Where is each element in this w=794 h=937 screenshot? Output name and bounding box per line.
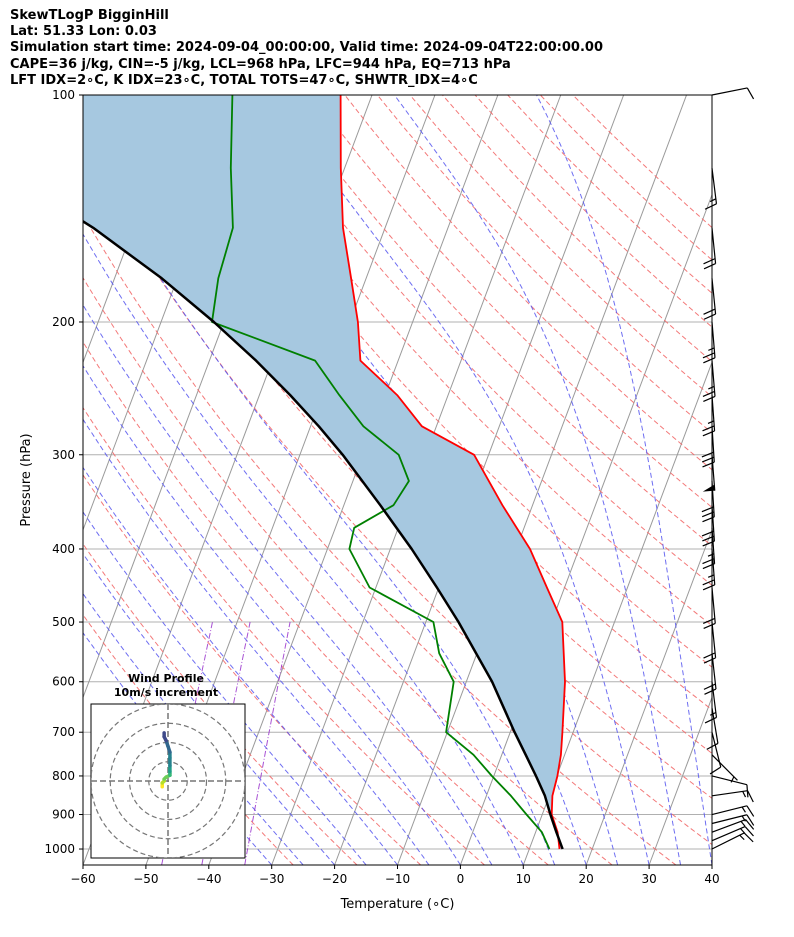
y-tick-label: 900 [52,808,75,822]
wind-barb [702,454,716,492]
indices-line-2: LFT IDX=2∘C, K IDX=23∘C, TOTAL TOTS=47∘C… [10,73,478,88]
x-tick-label: −30 [259,872,284,886]
x-tick-label: −50 [133,872,158,886]
dry-adiabat-line [83,276,613,865]
dry-adiabat-line [148,95,712,711]
x-tick-label: −10 [385,872,410,886]
isotherm-line [397,95,688,865]
wind-barb [703,278,717,320]
wind-barb [703,653,717,695]
moist-adiabat-line [393,95,681,865]
moist-adiabat-line [83,592,304,865]
moist-adiabat-line [271,95,650,865]
wind-barb [711,775,749,798]
wind-barb [711,832,754,850]
wind-barb [711,825,754,842]
indices-line-1: CAPE=36 j/kg, CIN=-5 j/kg, LCL=968 hPa, … [10,57,511,72]
y-tick-label: 800 [52,769,75,783]
wind-barb [711,754,738,783]
y-tick-label: 700 [52,725,75,739]
parcel-profile-line [83,219,564,850]
y-tick-label: 500 [52,615,75,629]
dry-adiabat-line [83,406,485,865]
dry-adiabat-line [279,95,712,547]
wind-barb [703,621,717,664]
wind-barb [701,505,715,547]
hodograph-title: Wind Profile [128,672,204,685]
location-line: Lat: 51.33 Lon: 0.03 [10,24,157,39]
isotherm-line [459,193,712,865]
dry-adiabat-line [83,474,422,865]
y-tick-label: 600 [52,675,75,689]
wind-barb [702,360,716,402]
x-tick-label: 30 [641,872,656,886]
x-axis-label: Temperature (∘C) [340,897,455,912]
moist-adiabat-line [83,233,524,865]
moist-adiabat-line [83,631,273,865]
hodograph-subtitle: 10m/s increment [114,686,218,699]
wind-barb [704,167,718,210]
moist-adiabat-line [83,511,367,865]
hodograph-ring [109,722,227,840]
x-tick-label: −40 [196,872,221,886]
moist-adiabat-line [83,552,335,865]
y-tick-label: 400 [52,542,75,556]
moist-adiabat-line [83,148,556,865]
x-tick-label: 40 [704,872,719,886]
moist-adiabat-line [83,466,398,865]
wind-barb [711,805,755,817]
wind-barb [704,681,718,724]
moist-adiabat-line [83,364,461,865]
wind-barb [711,814,755,826]
dry-adiabat-line [539,95,712,261]
x-tick-label: 0 [457,872,465,886]
y-tick-label: 1000 [44,842,75,856]
wind-barb [711,819,755,833]
wind-barb [702,321,716,364]
wind-barb [711,790,754,803]
y-tick-label: 200 [52,315,75,329]
dry-adiabat-line [246,95,712,586]
x-tick-label: 20 [579,872,594,886]
isotherm-line [648,696,712,865]
moist-adiabat-line [108,95,587,865]
dry-adiabat-line [344,95,712,471]
x-tick-label: −60 [70,872,95,886]
wind-barb [701,426,715,468]
dry-adiabat-line [442,95,712,363]
y-tick-label: 100 [52,88,75,102]
wind-barb [702,395,716,437]
x-tick-label: 10 [516,872,531,886]
isotherm-line [585,528,712,865]
y-axis-label: Pressure (hPa) [19,433,34,526]
y-tick-label: 300 [52,448,75,462]
wind-barb [709,732,722,775]
isotherm-line [711,863,712,865]
mixing-ratio-line [244,621,291,865]
isotherm-line [522,360,712,865]
dry-adiabat-line [83,213,677,865]
dewpoint-profile-line [211,95,551,850]
temperature-profile-line [339,95,566,850]
dry-adiabat-line [572,95,712,229]
chart-title: SkewTLogP BigginHill [10,8,169,23]
moist-adiabat-line [83,418,430,865]
time-line: Simulation start time: 2024-09-04_00:00:… [10,40,603,55]
wind-barb [711,87,755,100]
x-tick-label: −20 [322,872,347,886]
dry-adiabat-line [83,341,549,865]
wind-barb [702,527,716,570]
dry-adiabat-line [83,543,358,865]
dry-adiabat-line [311,95,712,508]
moist-adiabat-line [536,95,712,865]
wind-barb [702,548,716,591]
wind-barb [702,587,716,630]
cape-shaded-area [83,95,565,849]
wind-barb [703,227,717,270]
moist-adiabat-line [83,304,493,865]
